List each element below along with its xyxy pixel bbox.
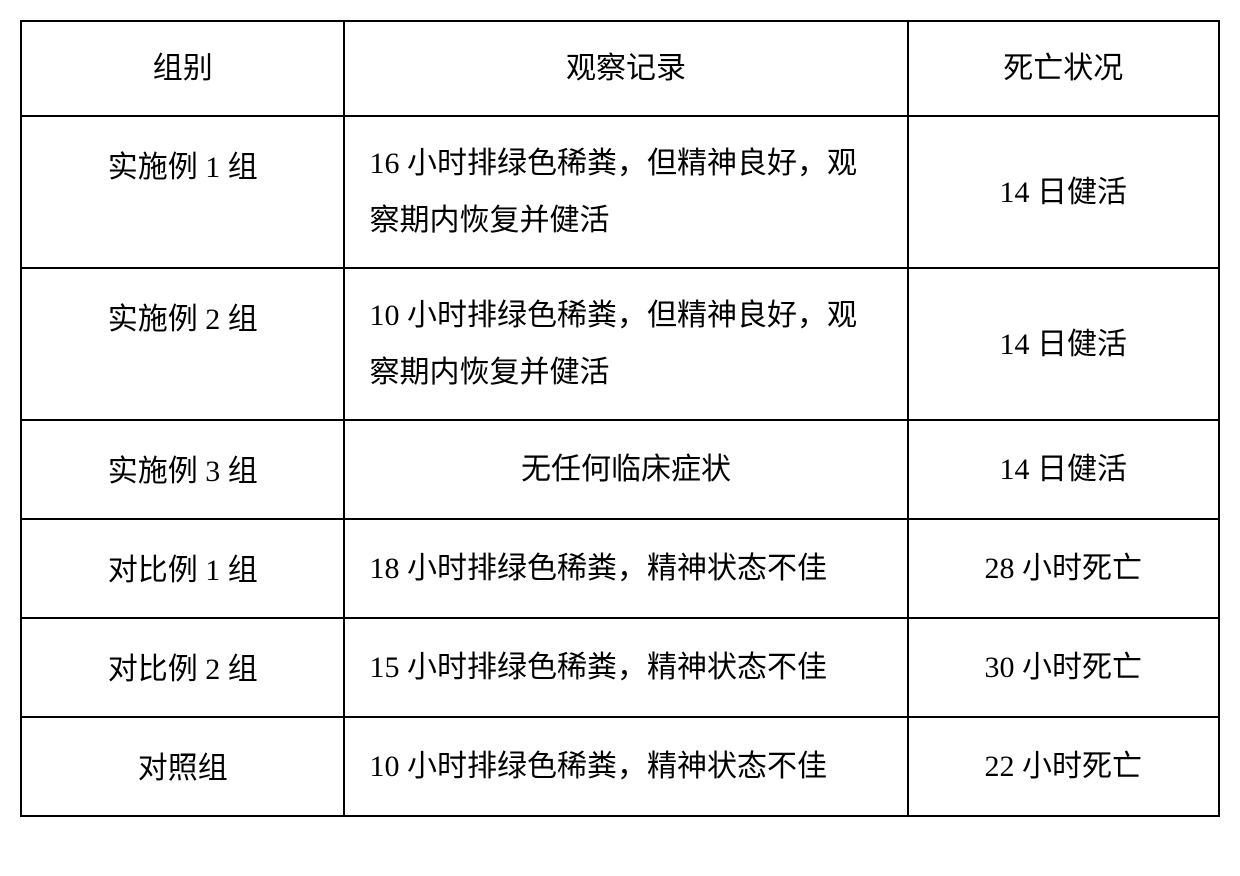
col-header-group: 组别 <box>21 21 344 116</box>
cell-death: 14 日健活 <box>908 116 1220 268</box>
cell-group: 实施例 3 组 <box>21 420 344 519</box>
cell-death: 14 日健活 <box>908 268 1220 420</box>
cell-group: 实施例 2 组 <box>21 268 344 420</box>
cell-group: 对比例 2 组 <box>21 618 344 717</box>
table-row: 实施例 1 组 16 小时排绿色稀粪，但精神良好，观察期内恢复并健活 14 日健… <box>21 116 1219 268</box>
results-table-container: 组别 观察记录 死亡状况 实施例 1 组 16 小时排绿色稀粪，但精神良好，观察… <box>20 20 1220 817</box>
results-table: 组别 观察记录 死亡状况 实施例 1 组 16 小时排绿色稀粪，但精神良好，观察… <box>20 20 1220 817</box>
cell-observation: 16 小时排绿色稀粪，但精神良好，观察期内恢复并健活 <box>344 116 907 268</box>
cell-death: 14 日健活 <box>908 420 1220 519</box>
cell-observation: 无任何临床症状 <box>344 420 907 519</box>
table-row: 对照组 10 小时排绿色稀粪，精神状态不佳 22 小时死亡 <box>21 717 1219 816</box>
cell-group: 对比例 1 组 <box>21 519 344 618</box>
table-header-row: 组别 观察记录 死亡状况 <box>21 21 1219 116</box>
cell-observation: 15 小时排绿色稀粪，精神状态不佳 <box>344 618 907 717</box>
table-row: 对比例 1 组 18 小时排绿色稀粪，精神状态不佳 28 小时死亡 <box>21 519 1219 618</box>
table-body: 实施例 1 组 16 小时排绿色稀粪，但精神良好，观察期内恢复并健活 14 日健… <box>21 116 1219 816</box>
table-row: 实施例 3 组 无任何临床症状 14 日健活 <box>21 420 1219 519</box>
col-header-death: 死亡状况 <box>908 21 1220 116</box>
cell-observation: 18 小时排绿色稀粪，精神状态不佳 <box>344 519 907 618</box>
table-row: 实施例 2 组 10 小时排绿色稀粪，但精神良好，观察期内恢复并健活 14 日健… <box>21 268 1219 420</box>
cell-group: 对照组 <box>21 717 344 816</box>
table-row: 对比例 2 组 15 小时排绿色稀粪，精神状态不佳 30 小时死亡 <box>21 618 1219 717</box>
cell-observation: 10 小时排绿色稀粪，精神状态不佳 <box>344 717 907 816</box>
col-header-observation: 观察记录 <box>344 21 907 116</box>
cell-death: 30 小时死亡 <box>908 618 1220 717</box>
cell-group: 实施例 1 组 <box>21 116 344 268</box>
cell-death: 28 小时死亡 <box>908 519 1220 618</box>
cell-death: 22 小时死亡 <box>908 717 1220 816</box>
cell-observation: 10 小时排绿色稀粪，但精神良好，观察期内恢复并健活 <box>344 268 907 420</box>
